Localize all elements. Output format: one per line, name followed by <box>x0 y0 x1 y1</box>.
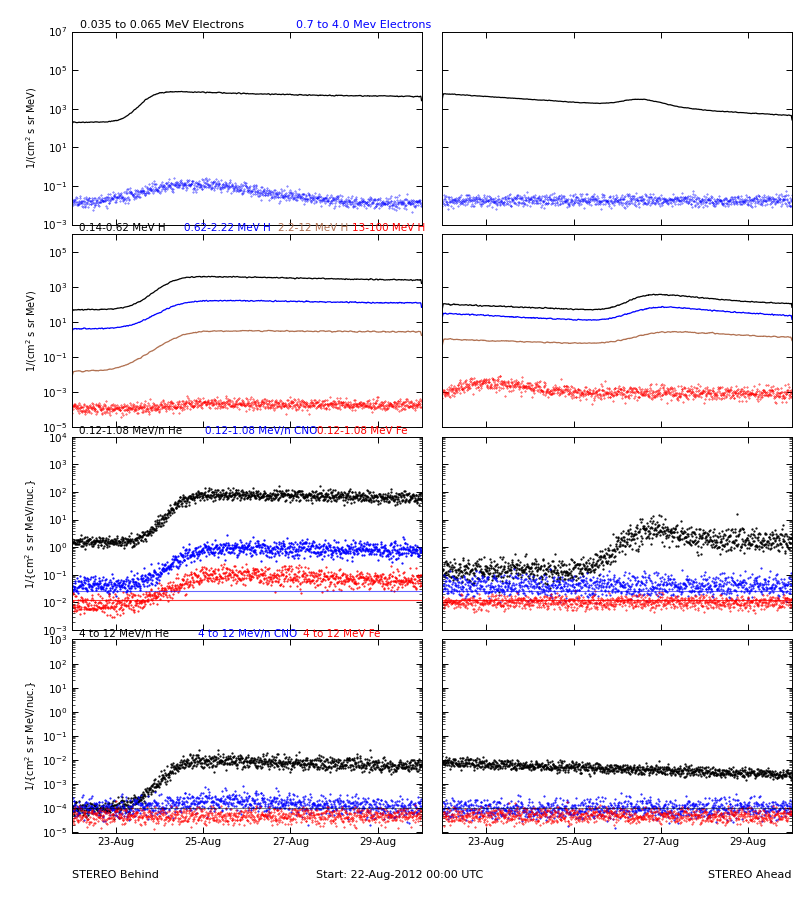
Text: STEREO Ahead: STEREO Ahead <box>709 869 792 879</box>
Y-axis label: 1/{cm$^2$ s sr MeV/nuc.}: 1/{cm$^2$ s sr MeV/nuc.} <box>23 680 38 791</box>
Y-axis label: 1/{cm$^2$ s sr MeV/nuc.}: 1/{cm$^2$ s sr MeV/nuc.} <box>23 478 39 589</box>
Text: 0.7 to 4.0 Mev Electrons: 0.7 to 4.0 Mev Electrons <box>296 20 431 30</box>
Y-axis label: 1/(cm$^2$ s sr MeV): 1/(cm$^2$ s sr MeV) <box>24 290 39 372</box>
Text: Start: 22-Aug-2012 00:00 UTC: Start: 22-Aug-2012 00:00 UTC <box>316 869 484 879</box>
Text: 4 to 12 MeV/n He: 4 to 12 MeV/n He <box>79 628 169 639</box>
Text: 0.12-1.08 MeV Fe: 0.12-1.08 MeV Fe <box>317 426 407 436</box>
Text: 4 to 12 MeV/n CNO: 4 to 12 MeV/n CNO <box>198 628 297 639</box>
Text: 4 to 12 MeV Fe: 4 to 12 MeV Fe <box>302 628 380 639</box>
Text: 2.2-12 MeV H: 2.2-12 MeV H <box>278 223 349 233</box>
Text: 0.12-1.08 MeV/n CNO: 0.12-1.08 MeV/n CNO <box>205 426 317 436</box>
Text: STEREO Behind: STEREO Behind <box>72 869 159 879</box>
Text: 0.14-0.62 MeV H: 0.14-0.62 MeV H <box>79 223 166 233</box>
Text: 0.035 to 0.065 MeV Electrons: 0.035 to 0.065 MeV Electrons <box>80 20 244 30</box>
Text: 0.12-1.08 MeV/n He: 0.12-1.08 MeV/n He <box>79 426 182 436</box>
Text: 0.62-2.22 MeV H: 0.62-2.22 MeV H <box>184 223 270 233</box>
Y-axis label: 1/(cm$^2$ s sr MeV): 1/(cm$^2$ s sr MeV) <box>24 86 39 169</box>
Text: 13-100 MeV H: 13-100 MeV H <box>352 223 425 233</box>
